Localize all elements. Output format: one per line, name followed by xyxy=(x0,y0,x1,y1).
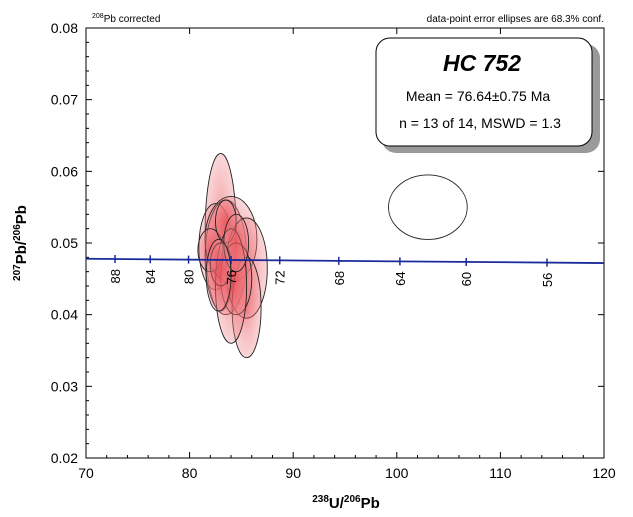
y-tick-label: 0.05 xyxy=(51,235,78,251)
concordia-curve: 88 84 80 76 72 68 64 60 56 xyxy=(85,255,605,287)
concordia-line xyxy=(85,257,605,264)
x-axis: 70 80 90 100 110 120 xyxy=(78,28,616,481)
sample-title: HC 752 xyxy=(443,50,521,76)
x-axis-title: 238U/206Pb xyxy=(312,494,380,512)
age-label: 56 xyxy=(540,273,555,287)
x-tick-label: 90 xyxy=(285,465,301,481)
age-label: 72 xyxy=(273,270,288,284)
age-label: 88 xyxy=(108,269,123,283)
note-top-right: data-point error ellipses are 68.3% conf… xyxy=(427,14,604,25)
error-ellipses xyxy=(197,152,468,359)
x-tick-label: 120 xyxy=(592,465,616,481)
stats-text: n = 13 of 14, MSWD = 1.3 xyxy=(399,115,561,131)
note-top-left: 208Pb corrected xyxy=(92,13,160,25)
x-tick-label: 110 xyxy=(489,465,512,481)
y-tick-label: 0.07 xyxy=(51,92,78,108)
age-label: 68 xyxy=(332,271,347,285)
error-ellipse xyxy=(205,238,232,312)
age-label: 64 xyxy=(393,271,408,285)
age-label: 76 xyxy=(224,270,239,284)
y-tick-label: 0.03 xyxy=(51,378,78,394)
x-tick-label: 70 xyxy=(78,465,94,481)
y-axis-title: 207Pb/206Pb xyxy=(12,205,30,281)
age-label: 84 xyxy=(143,269,158,283)
age-label: 60 xyxy=(459,272,474,286)
y-tick-label: 0.02 xyxy=(51,450,78,466)
error-ellipse-excluded xyxy=(388,174,468,240)
age-label: 80 xyxy=(182,270,197,284)
y-tick-label: 0.04 xyxy=(51,307,78,323)
x-tick-label: 80 xyxy=(182,465,198,481)
y-tick-label: 0.08 xyxy=(51,20,78,36)
annotation-box: HC 752 Mean = 76.64±0.75 Ma n = 13 of 14… xyxy=(375,37,600,153)
y-tick-label: 0.06 xyxy=(51,163,78,179)
x-tick-label: 100 xyxy=(385,465,409,481)
mean-age-text: Mean = 76.64±0.75 Ma xyxy=(406,88,550,104)
y-axis: 0.02 0.03 0.04 0.05 0.06 0.07 0.08 xyxy=(51,20,604,466)
